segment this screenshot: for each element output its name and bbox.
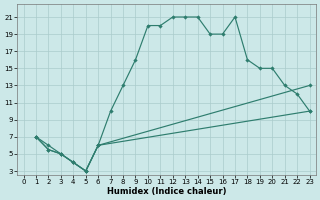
X-axis label: Humidex (Indice chaleur): Humidex (Indice chaleur) [107,187,226,196]
